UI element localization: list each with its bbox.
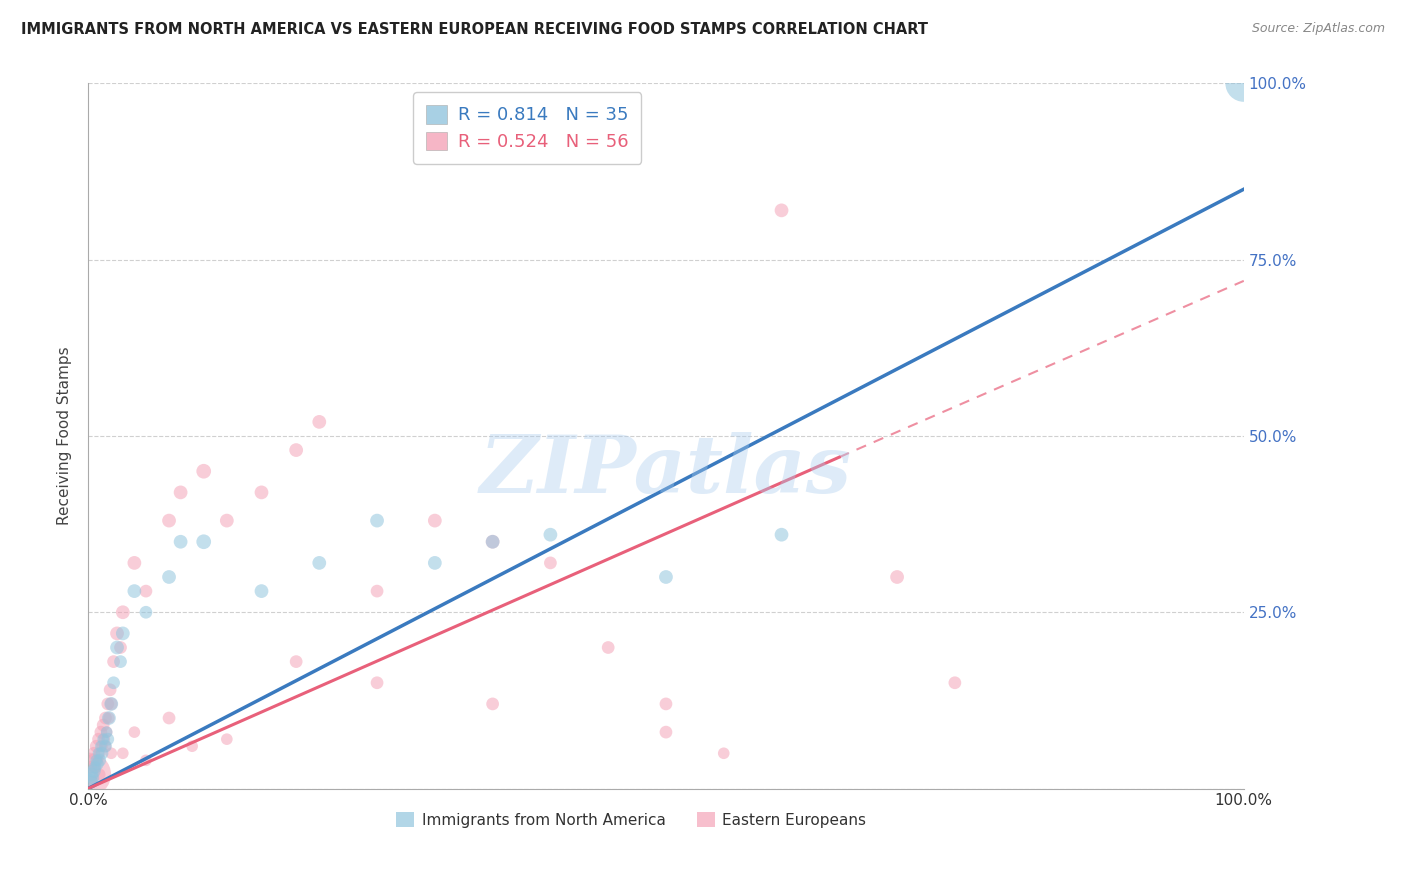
Point xyxy=(655,570,678,584)
Point xyxy=(124,725,146,739)
Point xyxy=(80,774,103,789)
Point xyxy=(98,682,121,697)
Point xyxy=(97,697,120,711)
Point xyxy=(89,753,111,767)
Point xyxy=(308,415,330,429)
Point xyxy=(111,605,134,619)
Point xyxy=(135,753,157,767)
Point xyxy=(110,655,132,669)
Point xyxy=(1233,77,1256,91)
Point xyxy=(215,732,238,747)
Point xyxy=(250,584,273,599)
Point xyxy=(111,626,134,640)
Text: ZIPatlas: ZIPatlas xyxy=(479,433,852,510)
Point xyxy=(89,746,111,760)
Point xyxy=(124,556,146,570)
Point xyxy=(285,655,308,669)
Point xyxy=(250,485,273,500)
Y-axis label: Receiving Food Stamps: Receiving Food Stamps xyxy=(58,347,72,525)
Point xyxy=(943,675,966,690)
Point xyxy=(91,739,114,754)
Point xyxy=(97,732,120,747)
Point xyxy=(110,640,132,655)
Point xyxy=(193,464,215,478)
Point xyxy=(105,640,128,655)
Point xyxy=(84,760,107,774)
Point xyxy=(308,556,330,570)
Point xyxy=(157,514,180,528)
Point xyxy=(770,203,793,218)
Point xyxy=(538,556,561,570)
Point xyxy=(86,756,108,771)
Point xyxy=(423,556,446,570)
Point xyxy=(90,739,112,754)
Point xyxy=(105,626,128,640)
Point xyxy=(79,760,101,774)
Point xyxy=(366,675,388,690)
Point xyxy=(100,746,122,760)
Point xyxy=(481,534,503,549)
Point xyxy=(655,697,678,711)
Point xyxy=(91,746,114,760)
Point xyxy=(97,711,120,725)
Point xyxy=(87,746,110,760)
Point xyxy=(94,739,117,754)
Point xyxy=(96,725,118,739)
Point xyxy=(886,570,908,584)
Point xyxy=(89,767,111,781)
Point xyxy=(157,711,180,725)
Point xyxy=(82,753,104,767)
Point xyxy=(93,732,115,747)
Point xyxy=(94,711,117,725)
Legend: Immigrants from North America, Eastern Europeans: Immigrants from North America, Eastern E… xyxy=(389,805,873,834)
Point xyxy=(124,584,146,599)
Point xyxy=(169,534,191,549)
Point xyxy=(169,485,191,500)
Point xyxy=(713,746,735,760)
Point xyxy=(481,697,503,711)
Point xyxy=(87,732,110,747)
Point xyxy=(538,527,561,541)
Point xyxy=(193,534,215,549)
Point xyxy=(96,725,118,739)
Point xyxy=(79,767,101,781)
Point xyxy=(82,771,104,785)
Text: Source: ZipAtlas.com: Source: ZipAtlas.com xyxy=(1251,22,1385,36)
Point xyxy=(181,739,204,754)
Point xyxy=(157,570,180,584)
Point xyxy=(366,584,388,599)
Point xyxy=(285,443,308,458)
Point xyxy=(103,675,125,690)
Point xyxy=(80,767,103,781)
Point xyxy=(103,655,125,669)
Point xyxy=(91,718,114,732)
Point xyxy=(100,697,122,711)
Point xyxy=(91,732,114,747)
Point xyxy=(100,697,122,711)
Point xyxy=(97,711,120,725)
Point xyxy=(423,514,446,528)
Point xyxy=(83,746,105,760)
Point xyxy=(135,605,157,619)
Point xyxy=(135,584,157,599)
Point xyxy=(90,725,112,739)
Point xyxy=(366,514,388,528)
Point xyxy=(84,760,107,774)
Point xyxy=(84,753,107,767)
Point xyxy=(598,640,620,655)
Point xyxy=(481,534,503,549)
Point xyxy=(655,725,678,739)
Point xyxy=(770,527,793,541)
Point xyxy=(111,746,134,760)
Point xyxy=(86,753,108,767)
Text: IMMIGRANTS FROM NORTH AMERICA VS EASTERN EUROPEAN RECEIVING FOOD STAMPS CORRELAT: IMMIGRANTS FROM NORTH AMERICA VS EASTERN… xyxy=(21,22,928,37)
Point xyxy=(79,774,101,789)
Point xyxy=(215,514,238,528)
Point xyxy=(83,764,105,778)
Point xyxy=(84,739,107,754)
Point xyxy=(94,739,117,754)
